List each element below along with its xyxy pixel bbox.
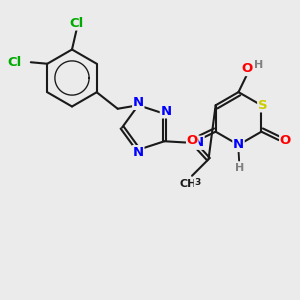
Text: CH: CH xyxy=(180,179,197,189)
Text: H: H xyxy=(254,60,263,70)
Text: N: N xyxy=(193,136,204,149)
Text: O: O xyxy=(241,62,253,76)
Text: O: O xyxy=(187,134,198,147)
Text: S: S xyxy=(258,99,267,112)
Text: N: N xyxy=(133,146,144,159)
Text: Cl: Cl xyxy=(69,17,84,30)
Text: Cl: Cl xyxy=(8,56,22,69)
Text: O: O xyxy=(280,134,291,147)
Text: N: N xyxy=(233,138,244,152)
Text: 3: 3 xyxy=(194,178,200,187)
Text: H: H xyxy=(235,163,244,173)
Text: N: N xyxy=(133,96,144,109)
Text: N: N xyxy=(160,105,172,118)
